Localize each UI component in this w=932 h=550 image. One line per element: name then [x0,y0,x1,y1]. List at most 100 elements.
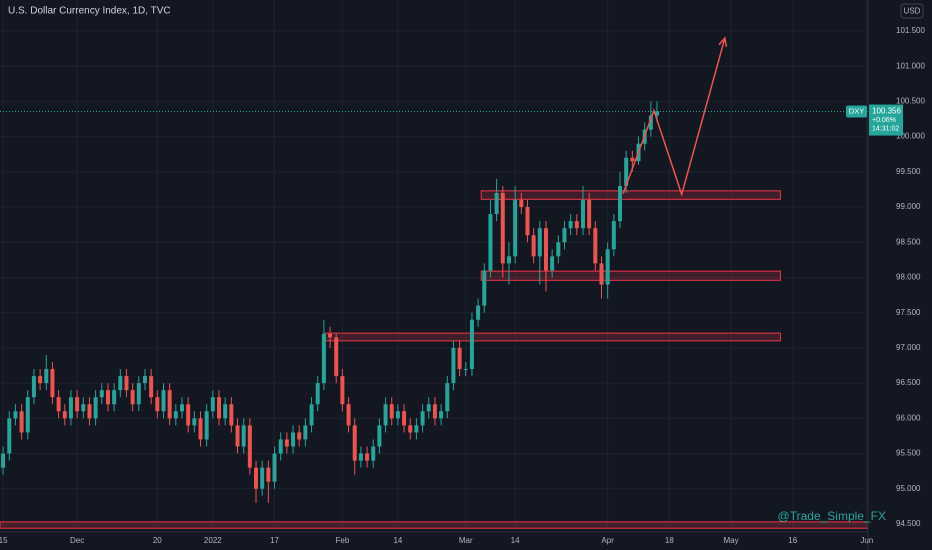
candle-body [476,305,481,320]
candle-body [451,347,456,384]
candle-body [340,376,345,405]
arrow-path [622,37,726,197]
candle-body [7,418,12,454]
candle-body [414,425,419,433]
candle-body [395,411,400,419]
y-tick-label: 94.500 [896,519,921,528]
candle-body [173,411,178,419]
candle-body [611,221,616,250]
candle-body [439,411,444,419]
currency-label[interactable]: USD [904,7,921,16]
y-tick-label: 99.500 [896,167,921,176]
candle-body [630,157,635,162]
axes: 94.500 95.000 95.500 96.000 96.500 97.000 97.5… [0,26,925,545]
candle-body [624,157,629,186]
grid [0,0,868,532]
x-tick-label: 18 [665,536,674,545]
candle-body [383,404,388,426]
zone [0,521,869,529]
candle-body [352,425,357,461]
candle-body [217,397,222,419]
candle-body [371,446,376,461]
watermark: @Trade_Simple_FX [778,509,886,523]
currency-button[interactable] [900,3,924,19]
candle-body [75,397,80,412]
candle-body [506,256,511,264]
candle-body [68,397,73,419]
zone [480,190,781,200]
candle-body [525,207,530,236]
y-tick-label: 101.500 [896,26,925,35]
candle-body [254,467,259,489]
y-tick-label: 97.500 [896,308,921,317]
candle-body [1,453,6,468]
candle-body [655,111,660,116]
candle-body [469,319,474,370]
x-tick-label: 20 [153,536,162,545]
candle-body [149,376,154,398]
candle-body [328,333,333,338]
candle-body [44,369,49,384]
x-tick-label: 15 [0,536,8,545]
candle-body [580,200,585,229]
candle-body [198,418,203,440]
candle-body [513,200,518,257]
candle-body [25,397,30,433]
candle-body [618,185,622,222]
candle-body [241,425,246,447]
candle-body [142,376,147,384]
zone [480,270,781,281]
candle-body [568,221,573,229]
candle-body [210,397,215,412]
candle-body [426,404,431,412]
candle-body [179,404,184,412]
x-tick-label: Mar [459,536,473,545]
candle-body [297,432,302,440]
candle-body [155,397,160,412]
candle-body [445,383,450,412]
candle-body [93,397,98,419]
candle-body [136,383,141,405]
y-tick-label: 98.500 [896,237,921,246]
arrow-head [718,36,728,48]
candle-body [457,347,462,370]
candle-body [432,404,437,419]
candle-body [346,404,351,426]
candle-body [531,235,536,257]
candle-body [605,249,610,285]
candle-body [377,425,382,447]
candle-body [562,228,567,243]
y-tick-label: 96.000 [896,413,921,422]
candle-body [56,397,61,412]
y-tick-label: 100.000 [896,132,925,141]
candle-body [229,404,234,426]
y-tick-label: 100.500 [896,97,925,106]
x-tick-label: Dec [70,536,84,545]
candle-body [543,228,548,271]
y-tick-label: 97.000 [896,343,921,352]
candle-body [278,439,283,454]
candle-body [31,376,36,398]
candle-body [38,376,43,384]
candle-body [81,404,86,412]
candle-body [358,453,363,461]
candle-body [161,390,166,412]
candle-body [494,192,499,215]
candle-body [365,453,370,461]
candle-body [192,418,197,426]
symbol-tag [846,105,867,118]
candle-body [500,192,505,264]
candle-body [87,404,92,419]
candle-body [19,411,24,433]
last-price-label: 100.356 [872,107,901,116]
candle-body [321,333,326,384]
candle-body [402,411,407,426]
candle-body [463,369,468,371]
y-tick-label: 95.500 [896,449,921,458]
candle-body [235,425,240,447]
candle-body [130,390,135,405]
candle-body [260,467,265,489]
plot [0,36,869,529]
candle-body [315,383,320,405]
